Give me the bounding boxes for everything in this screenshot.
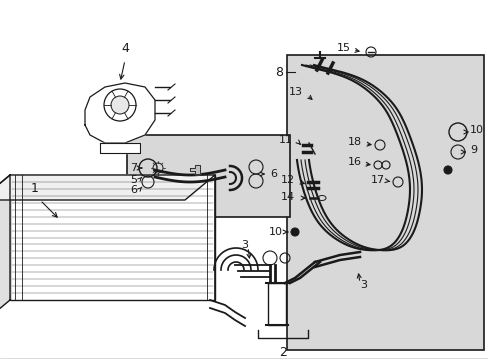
Text: 18: 18 bbox=[347, 137, 361, 147]
Text: 12: 12 bbox=[280, 175, 294, 185]
Text: 2: 2 bbox=[279, 346, 286, 359]
Text: 4: 4 bbox=[121, 42, 129, 55]
Circle shape bbox=[111, 96, 129, 114]
Bar bbox=[267, 283, 285, 325]
Bar bbox=[127, 135, 289, 217]
Text: 6: 6 bbox=[130, 185, 137, 195]
Text: 11: 11 bbox=[279, 135, 292, 145]
Text: 15: 15 bbox=[336, 43, 350, 53]
Text: 9: 9 bbox=[469, 145, 476, 155]
Polygon shape bbox=[0, 175, 215, 200]
Text: 10: 10 bbox=[268, 227, 283, 237]
Text: 6: 6 bbox=[269, 169, 276, 179]
Text: 5: 5 bbox=[130, 175, 137, 185]
Text: 1: 1 bbox=[31, 182, 39, 195]
Bar bbox=[286, 55, 483, 350]
Polygon shape bbox=[100, 143, 140, 153]
Text: 10: 10 bbox=[469, 125, 483, 135]
Text: 16: 16 bbox=[347, 157, 361, 167]
Text: 7: 7 bbox=[130, 163, 137, 173]
Text: 8: 8 bbox=[274, 66, 283, 78]
Text: 17: 17 bbox=[370, 175, 384, 185]
Bar bbox=[10, 175, 215, 300]
Text: 13: 13 bbox=[288, 87, 303, 97]
Circle shape bbox=[104, 89, 136, 121]
Text: 14: 14 bbox=[280, 192, 294, 202]
Text: 3: 3 bbox=[241, 240, 248, 250]
Text: 3: 3 bbox=[359, 280, 366, 290]
Polygon shape bbox=[85, 83, 155, 143]
Polygon shape bbox=[0, 175, 10, 325]
Circle shape bbox=[443, 166, 451, 174]
Polygon shape bbox=[190, 165, 200, 174]
Circle shape bbox=[290, 228, 298, 236]
